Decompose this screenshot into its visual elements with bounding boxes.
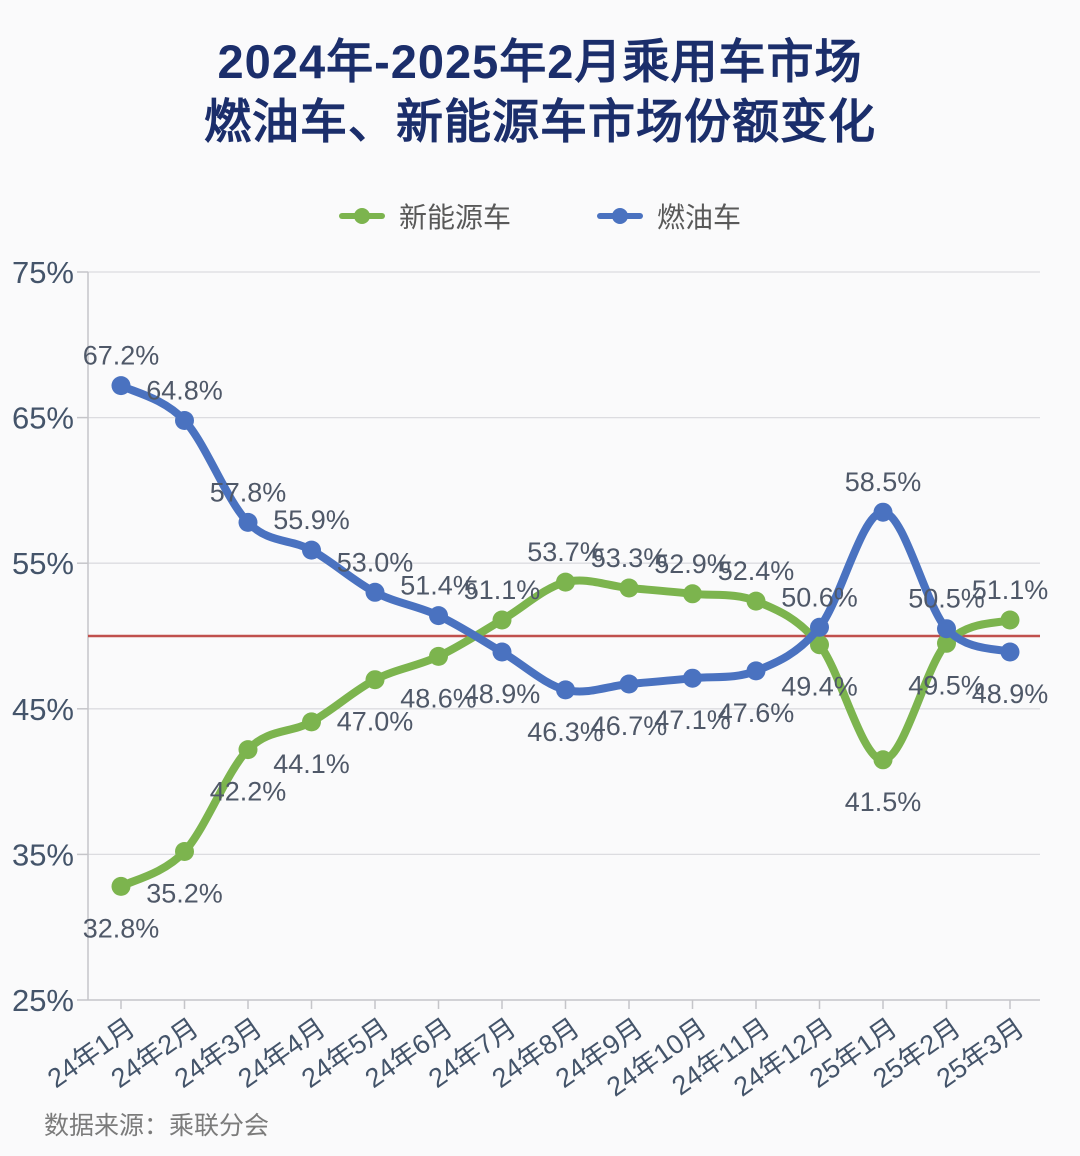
data-label: 48.9% bbox=[972, 679, 1049, 709]
data-point bbox=[683, 668, 702, 688]
data-label: 41.5% bbox=[845, 787, 922, 817]
data-point bbox=[238, 512, 258, 532]
legend-label-nev: 新能源车 bbox=[398, 202, 511, 233]
data-point bbox=[556, 572, 575, 592]
data-label: 51.1% bbox=[464, 575, 541, 605]
data-label: 57.8% bbox=[210, 477, 287, 507]
data-point bbox=[937, 633, 956, 653]
data-point bbox=[746, 591, 766, 611]
title-line-1: 2024年-2025年2月乘用车市场 bbox=[217, 35, 863, 88]
title-line-2: 燃油车、新能源车市场份额变化 bbox=[204, 95, 876, 149]
data-point bbox=[365, 670, 385, 690]
data-point bbox=[492, 610, 512, 630]
y-tick-label: 45% bbox=[12, 692, 74, 727]
data-label: 51.4% bbox=[400, 571, 477, 601]
data-labels-ice: 67.2% 64.8% 57.8%55.9% 53.0%51.4% 48.9% 46.3%… bbox=[83, 341, 1049, 747]
data-point bbox=[619, 674, 639, 694]
y-axis: 25% 35% 45% 55% 65% 75% bbox=[12, 255, 89, 1018]
data-label: 50.6% bbox=[781, 582, 858, 612]
y-tick-label: 25% bbox=[12, 983, 74, 1018]
data-label: 53.7% bbox=[527, 537, 604, 567]
data-source-note: 数据来源：乘联分会 bbox=[44, 1112, 270, 1140]
data-point bbox=[302, 712, 321, 732]
page-title: 2024年-2025年2月乘用车市场 燃油车、新能源车市场份额变化 bbox=[0, 32, 1080, 152]
data-point bbox=[746, 661, 766, 681]
data-label: 52.4% bbox=[718, 556, 795, 586]
y-tick-label: 75% bbox=[12, 255, 74, 290]
y-tick-label: 65% bbox=[12, 401, 74, 436]
data-label: 49.4% bbox=[781, 672, 858, 702]
data-point bbox=[810, 617, 829, 637]
data-label: 44.1% bbox=[273, 749, 350, 779]
data-point bbox=[238, 740, 258, 760]
data-label: 46.3% bbox=[527, 717, 604, 747]
series-nev bbox=[111, 572, 1020, 896]
data-label: 58.5% bbox=[845, 467, 922, 497]
data-label: 47.6% bbox=[718, 698, 795, 728]
data-label: 48.6% bbox=[400, 683, 477, 713]
data-label: 32.8% bbox=[83, 913, 160, 943]
data-label: 49.5% bbox=[908, 670, 985, 700]
data-point bbox=[683, 584, 702, 604]
data-label: 47.1% bbox=[654, 705, 731, 735]
legend-item-nev: 新能源车 bbox=[338, 196, 511, 236]
data-label: 42.2% bbox=[210, 777, 287, 807]
data-point bbox=[873, 502, 893, 522]
ice-line-marker-icon bbox=[597, 207, 643, 225]
data-point bbox=[111, 876, 131, 896]
data-point bbox=[937, 619, 956, 639]
data-label: 51.1% bbox=[972, 575, 1049, 605]
data-label: 47.0% bbox=[337, 707, 414, 737]
data-point bbox=[873, 750, 893, 770]
data-label: 50.5% bbox=[908, 584, 985, 614]
data-point bbox=[1000, 642, 1020, 662]
data-label: 52.9% bbox=[654, 549, 731, 579]
gridlines bbox=[88, 271, 1040, 856]
data-point bbox=[111, 376, 131, 396]
x-axis: 24年1月24年2月24年3月24年4月24年5月24年6月24年7月24年8月… bbox=[42, 999, 1040, 1102]
data-label: 53.3% bbox=[591, 543, 668, 573]
data-point bbox=[175, 411, 194, 430]
y-tick-label: 55% bbox=[12, 546, 74, 581]
data-point bbox=[1000, 610, 1020, 630]
data-point bbox=[492, 642, 512, 662]
data-point bbox=[810, 635, 829, 655]
data-label: 46.7% bbox=[591, 711, 668, 741]
data-labels-nev: 32.8% 35.2% 42.2%44.1% 47.0%48.6% 51.1% 53.7%… bbox=[83, 537, 1049, 943]
data-label: 35.2% bbox=[146, 879, 223, 909]
data-point bbox=[429, 606, 448, 626]
legend-item-ice: 燃油车 bbox=[597, 196, 741, 236]
data-label: 55.9% bbox=[273, 505, 350, 535]
series-ice bbox=[111, 376, 1020, 700]
data-point bbox=[619, 578, 639, 598]
legend-label-ice: 燃油车 bbox=[657, 202, 742, 233]
data-label: 67.2% bbox=[83, 341, 160, 371]
data-point bbox=[556, 680, 575, 700]
data-label: 64.8% bbox=[146, 376, 223, 406]
data-point bbox=[302, 540, 321, 560]
data-point bbox=[175, 842, 194, 861]
nev-line-marker-icon bbox=[338, 207, 385, 225]
data-label: 53.0% bbox=[337, 547, 414, 577]
data-point bbox=[365, 582, 385, 602]
chart-legend: 新能源车 燃油车 bbox=[0, 196, 1080, 236]
data-label: 48.9% bbox=[464, 679, 541, 709]
y-tick-label: 35% bbox=[12, 837, 74, 872]
data-point bbox=[429, 646, 448, 666]
